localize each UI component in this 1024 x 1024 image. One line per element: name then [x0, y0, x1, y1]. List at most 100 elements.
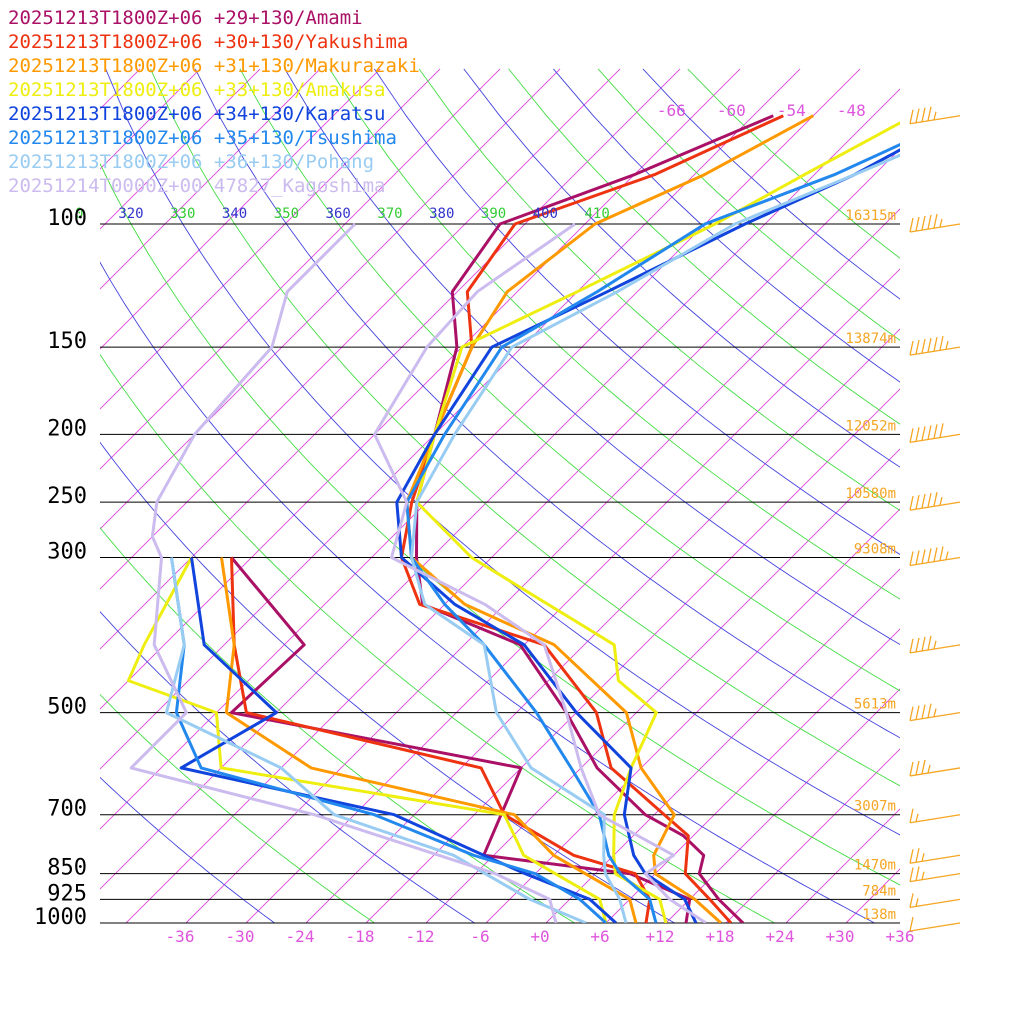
isotherm-line — [100, 88, 900, 890]
wind-barb-flag — [915, 339, 920, 355]
wind-barb — [909, 848, 961, 864]
wind-barb-staff — [909, 115, 961, 125]
temperature-tick-label: +24 — [766, 927, 795, 946]
theta-label: 320 — [118, 206, 143, 222]
theta-label: 0 — [75, 206, 83, 222]
theta-label: 380 — [429, 206, 454, 222]
wind-barb-flag — [909, 761, 914, 777]
pressure-label: 850 — [47, 856, 87, 881]
wind-barb-flag — [927, 548, 932, 563]
theta-label: 350 — [274, 206, 299, 222]
temperature-tick-label: +30 — [826, 927, 855, 946]
temperature-tick-label: +12 — [646, 927, 675, 946]
wind-barb-flag — [927, 106, 932, 121]
upper-temperature-label: -48 — [837, 101, 866, 120]
wind-barb-flag — [921, 426, 926, 441]
moist-adiabat-line — [100, 527, 576, 923]
legend-entry: 20251213T1800Z+06 +31+130/Makurazaki — [8, 55, 420, 77]
wind-barb-flag — [921, 759, 926, 775]
pressure-label: 1000 — [34, 905, 87, 930]
isotherm-line — [906, 69, 1024, 923]
dewpoint-line-3 — [126, 556, 608, 923]
wind-barb-staff — [909, 556, 961, 567]
upper-temperature-label: -60 — [717, 101, 746, 120]
wind-barb — [909, 635, 961, 654]
theta-label: 410 — [585, 206, 610, 222]
pressure-label: 700 — [47, 797, 87, 822]
wind-barb-half — [945, 340, 949, 350]
wind-barb-flag — [927, 635, 932, 650]
legend-entry: 20251214T0000Z+00 47827_Kagoshima — [8, 175, 386, 197]
legend-entry: 20251213T1800Z+06 +35+130/Tsushima — [8, 127, 397, 149]
wind-barb-flag — [927, 214, 932, 230]
wind-barb-flag — [915, 866, 920, 881]
pressure-label: 925 — [47, 881, 87, 906]
wind-barb — [909, 423, 961, 444]
wind-barb-flag — [909, 551, 914, 566]
pressure-label: 200 — [47, 416, 87, 441]
wind-barb-half — [933, 111, 937, 120]
wind-barb-flag — [939, 335, 944, 351]
dry-adiabat-line — [100, 776, 276, 923]
wind-barb-flag — [933, 336, 938, 352]
temperature-tick-label: -18 — [346, 927, 375, 946]
isotherm-line — [100, 68, 321, 290]
isotherm-line — [966, 69, 1024, 923]
isotherm-line — [100, 68, 801, 770]
wind-barb-flag — [909, 217, 914, 233]
wind-barb-flag — [933, 547, 938, 562]
wind-barb-half — [933, 640, 937, 649]
wind-barb-flag — [933, 213, 938, 229]
isotherm-line — [0, 69, 20, 923]
moist-adiabat-line — [150, 68, 900, 787]
wind-barb-staff — [909, 644, 961, 654]
wind-barb — [909, 866, 961, 883]
dry-adiabat-line — [373, 68, 900, 555]
pressure-label: 250 — [47, 484, 87, 509]
wind-barb-flag — [921, 549, 926, 564]
wind-barbs — [909, 106, 961, 932]
wind-barb-flag — [909, 706, 914, 721]
legend-entry: 20251213T1800Z+06 +34+130/Karatsu — [8, 103, 386, 125]
dry-adiabat-line — [284, 68, 900, 646]
isotherm-line — [100, 68, 861, 830]
wind-barb-flag — [921, 494, 926, 509]
wind-barb-staff — [909, 922, 961, 932]
wind-barb-flag — [915, 108, 920, 123]
wind-barb-flag — [909, 849, 914, 864]
temperature-line-1 — [400, 114, 784, 923]
theta-label: 400 — [533, 206, 558, 222]
profile-lines — [126, 114, 900, 923]
dewpoint-line-6 — [164, 557, 587, 923]
isotherm-line — [365, 388, 900, 923]
dewpoint-line-4 — [179, 557, 618, 923]
legend: 20251213T1800Z+06 +29+130/Amami20251213T… — [8, 7, 420, 197]
isotherm-line — [100, 68, 261, 230]
wind-barb-staff — [909, 898, 961, 908]
isotherm-line — [100, 68, 201, 170]
wind-barb-flag — [909, 428, 914, 443]
wind-barb — [909, 492, 961, 511]
wind-barb — [909, 893, 961, 908]
wind-barb-flag — [915, 637, 920, 652]
wind-barb-staff — [909, 711, 961, 722]
wind-barb-flag — [915, 495, 920, 510]
wind-barb-staff — [909, 873, 961, 883]
upper-temperature-label: -66 — [657, 101, 686, 120]
wind-barb-flag — [927, 425, 932, 440]
wind-barb-flag — [927, 337, 932, 353]
wind-barb-staff — [909, 501, 961, 511]
moist-adiabat-line — [329, 68, 900, 600]
temperature-line-0 — [415, 114, 774, 923]
isotherm-line — [725, 748, 900, 923]
pressure-label: 300 — [47, 540, 87, 565]
temperature-tick-label: +0 — [530, 927, 549, 946]
wind-barb — [909, 213, 961, 233]
wind-barb-staff — [909, 854, 961, 864]
wind-barb-flag — [909, 893, 914, 908]
height-label: 784m — [862, 883, 896, 899]
wind-barb-flag — [909, 109, 914, 124]
wind-barb-flag — [909, 340, 914, 356]
temperature-tick-label: +36 — [886, 927, 915, 946]
